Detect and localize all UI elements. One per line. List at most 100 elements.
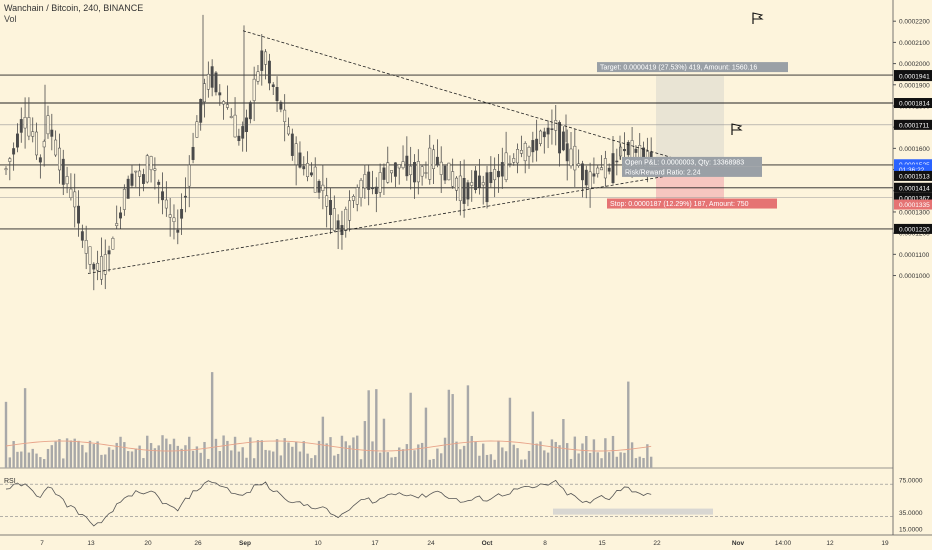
candle-body <box>141 174 145 184</box>
volume-bar <box>241 447 244 468</box>
volume-bar <box>264 449 267 468</box>
candle-body <box>317 181 321 193</box>
candle-body <box>607 167 611 172</box>
volume-bar <box>455 441 458 468</box>
candle-body <box>550 128 554 130</box>
axis-marker-label: 0.0001513 <box>899 173 930 180</box>
volume-bar <box>604 438 607 468</box>
volume-bar <box>153 448 157 468</box>
candle-body <box>313 166 317 193</box>
level-tag-label: 0.0001814 <box>899 101 930 108</box>
volume-bar <box>39 457 42 468</box>
volume-bar <box>27 452 31 468</box>
y-tick-label: 0.0001600 <box>899 146 930 153</box>
candle-body <box>260 50 264 71</box>
volume-bar <box>314 455 317 468</box>
volume-bar <box>585 436 588 468</box>
candle-body <box>504 152 508 180</box>
volume-bar <box>77 440 80 468</box>
candle-body <box>8 158 12 162</box>
volume-bar <box>543 450 546 468</box>
volume-bar <box>54 441 57 468</box>
volume-bar <box>46 448 50 468</box>
candle-body <box>191 146 195 160</box>
volume-bar <box>325 443 328 468</box>
volume-bar <box>615 456 619 468</box>
candle-body <box>4 168 8 171</box>
volume-bar <box>535 443 538 468</box>
open-pl-label-box <box>622 156 762 167</box>
candle-body <box>283 109 287 122</box>
axis-marker <box>894 164 932 175</box>
volume-bar <box>58 439 61 468</box>
candle-body <box>12 148 16 155</box>
candle-body <box>172 217 176 222</box>
candle-body <box>565 143 569 162</box>
candle-body <box>279 101 283 110</box>
volume-bar <box>348 445 351 468</box>
volume-bar <box>107 447 111 468</box>
volume-bar <box>382 418 386 468</box>
volume-bar <box>73 438 76 468</box>
volume-bar <box>440 453 443 468</box>
volume-bar <box>363 421 367 468</box>
candle-body <box>321 184 325 191</box>
candle-body <box>344 208 348 232</box>
volume-bar <box>310 458 313 468</box>
volume-bar <box>195 446 199 468</box>
candle-body <box>458 175 462 201</box>
volume-bar <box>115 442 118 468</box>
volume-bar <box>65 438 69 468</box>
candle-body <box>138 170 142 177</box>
flag-icon <box>731 123 743 135</box>
candle-body <box>161 191 164 201</box>
volume-bar <box>504 451 508 468</box>
volume-bar <box>130 451 134 468</box>
volume-bar <box>188 436 191 468</box>
y-tick-label: 0.0002000 <box>899 61 930 68</box>
candle-body <box>46 115 50 135</box>
candle-body <box>573 145 577 171</box>
candle-body <box>455 177 458 191</box>
volume-bar <box>291 446 294 468</box>
candle-body <box>35 131 38 156</box>
candle-body <box>584 169 588 186</box>
volume-bar <box>623 452 626 468</box>
x-tick-label: 20 <box>144 540 152 547</box>
volume-bar <box>428 459 431 468</box>
volume-bar <box>42 459 46 468</box>
x-tick-label: 24 <box>427 540 435 547</box>
candle-body <box>111 238 115 250</box>
volume-bar <box>634 458 638 468</box>
candle-body <box>519 150 523 154</box>
volume-bar <box>4 401 8 468</box>
profit-zone <box>656 76 724 165</box>
candle-body <box>382 167 386 180</box>
candle-body <box>409 165 413 176</box>
y-tick-label: 0.0002100 <box>899 40 930 47</box>
candle-body <box>290 133 294 156</box>
volume-bar <box>482 443 485 468</box>
candle-body <box>443 165 447 181</box>
volume-bar <box>493 459 496 468</box>
candle-body <box>245 117 248 133</box>
candle-body <box>470 182 474 186</box>
volume-bar <box>157 445 160 468</box>
candle-body <box>164 199 168 209</box>
level-tag <box>894 98 932 109</box>
candle-body <box>554 120 558 131</box>
volume-bar <box>302 441 305 468</box>
volume-bar <box>459 449 462 468</box>
candle-body <box>23 117 27 129</box>
x-tick-label: 7 <box>40 540 44 547</box>
volume-bar <box>638 456 641 468</box>
candle-body <box>619 146 623 157</box>
candle-body <box>485 172 489 203</box>
y-tick-label: 0.0001300 <box>899 209 930 216</box>
candle-body <box>252 78 256 101</box>
candle-body <box>466 182 470 200</box>
candle-body <box>489 171 493 184</box>
volume-bar <box>146 435 149 468</box>
candle-body <box>542 131 546 138</box>
